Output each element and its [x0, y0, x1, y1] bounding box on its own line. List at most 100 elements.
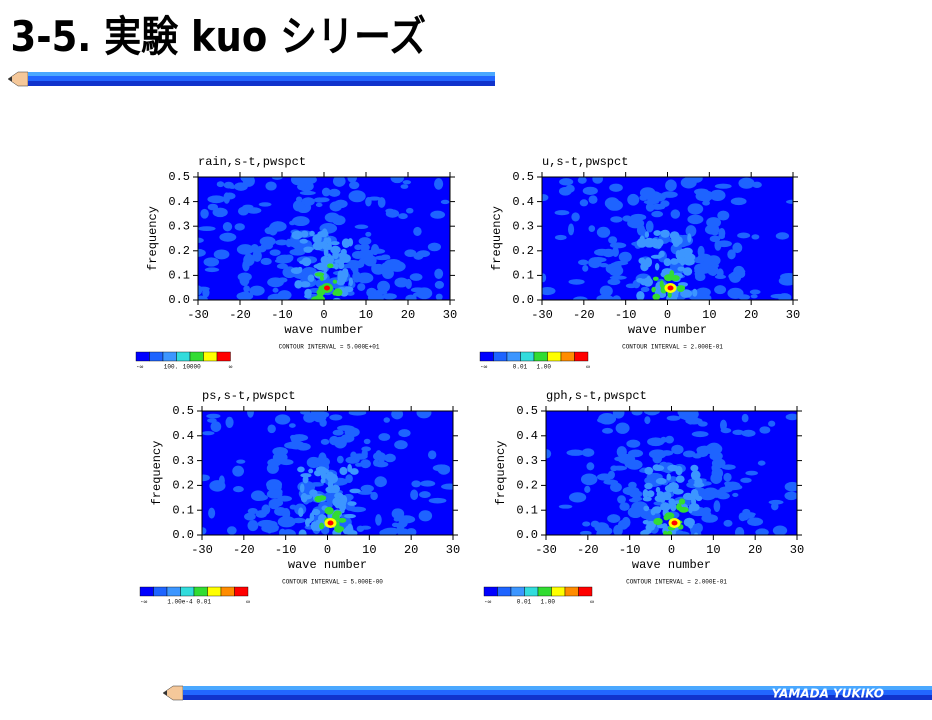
field-blob — [594, 522, 610, 533]
field-blob — [222, 222, 233, 232]
field-blob — [642, 489, 649, 499]
field-blob — [608, 236, 618, 244]
field-blob — [371, 263, 379, 273]
field-blob — [693, 532, 699, 535]
field-blob — [258, 202, 272, 207]
field-blob — [741, 413, 749, 423]
field-blob — [606, 199, 623, 211]
field-blob — [732, 242, 743, 254]
field-blob — [542, 286, 556, 296]
field-blob — [565, 184, 575, 193]
field-blob — [334, 525, 344, 533]
field-blob — [377, 280, 391, 293]
field-blob — [272, 452, 288, 463]
field-blob — [672, 488, 684, 495]
y-axis-label: frequency — [150, 441, 164, 506]
field-blob — [602, 248, 615, 258]
field-blob — [622, 215, 632, 222]
field-blob — [394, 440, 408, 450]
field-blob — [300, 177, 317, 185]
field-blob — [347, 531, 354, 535]
field-blob — [626, 439, 641, 448]
field-blob — [359, 525, 372, 530]
field-blob — [427, 242, 442, 252]
field-blob — [733, 265, 745, 278]
x-tick-label: -30 — [535, 543, 557, 557]
field-blob — [289, 248, 306, 256]
field-blob — [685, 225, 697, 237]
field-blob — [332, 279, 338, 284]
field-blob — [226, 526, 237, 535]
field-blob — [667, 291, 672, 298]
x-tick-label: -20 — [573, 308, 595, 322]
y-tick-label: 0.2 — [512, 244, 534, 258]
field-blob — [347, 238, 354, 247]
field-blob — [338, 261, 345, 270]
field-blob — [198, 226, 216, 232]
contour-note: CONTOUR INTERVAL = 2.000E-01 — [622, 344, 723, 351]
y-axis-label: frequency — [494, 441, 508, 506]
field-blob — [326, 237, 332, 245]
field-blob — [394, 277, 409, 288]
field-blob — [704, 190, 714, 201]
colorbar-swatch — [207, 586, 222, 597]
field-blob — [355, 462, 363, 467]
field-blob — [370, 244, 380, 256]
field-blob — [411, 480, 421, 488]
field-blob — [266, 462, 279, 474]
field-blob — [390, 177, 404, 184]
field-blob — [288, 423, 296, 428]
field-blob — [397, 515, 416, 524]
field-blob — [354, 244, 363, 251]
field-blob — [702, 200, 710, 206]
y-tick-label: 0.3 — [168, 219, 190, 233]
field-blob — [348, 190, 366, 203]
field-blob — [303, 412, 316, 423]
colorbar-swatch — [193, 586, 208, 597]
colorbar-swatch — [234, 586, 249, 597]
colorbar-label: 10000 — [183, 364, 201, 371]
field-blob — [294, 280, 303, 289]
field-blob — [261, 504, 271, 515]
field-blob — [327, 189, 341, 196]
field-blob — [299, 483, 305, 493]
field-blob — [236, 459, 246, 464]
field-blob — [309, 230, 315, 237]
field-blob — [225, 416, 234, 429]
field-blob — [784, 481, 797, 492]
field-blob — [667, 285, 674, 291]
field-blob — [708, 442, 720, 449]
field-blob — [610, 465, 618, 472]
field-blob — [223, 181, 234, 189]
field-blob — [690, 529, 702, 535]
field-blob — [610, 216, 623, 223]
field-blob — [596, 529, 604, 535]
field-blob — [243, 285, 250, 293]
field-blob — [714, 288, 725, 293]
field-blob — [588, 195, 598, 204]
field-blob — [410, 489, 419, 501]
field-blob — [360, 484, 374, 493]
field-blob — [717, 210, 730, 221]
field-blob — [755, 528, 769, 535]
field-blob — [647, 437, 665, 447]
field-blob — [349, 488, 361, 494]
colorbar-label: ∞ — [229, 364, 233, 371]
field-blob — [202, 474, 210, 482]
field-blob — [725, 481, 741, 491]
field-blob — [237, 206, 249, 216]
field-blob — [413, 226, 422, 236]
field-blob — [391, 411, 404, 420]
field-blob — [260, 257, 272, 266]
colorbar-swatch — [560, 351, 575, 362]
field-blob — [728, 273, 736, 280]
field-blob — [375, 514, 382, 526]
field-blob — [784, 491, 797, 501]
field-blob — [573, 296, 588, 300]
field-blob — [434, 268, 444, 279]
field-blob — [664, 274, 673, 282]
field-blob — [692, 492, 699, 500]
field-blob — [597, 417, 610, 424]
field-blob — [340, 248, 347, 256]
colorbar-label: 1.00 — [537, 364, 552, 371]
